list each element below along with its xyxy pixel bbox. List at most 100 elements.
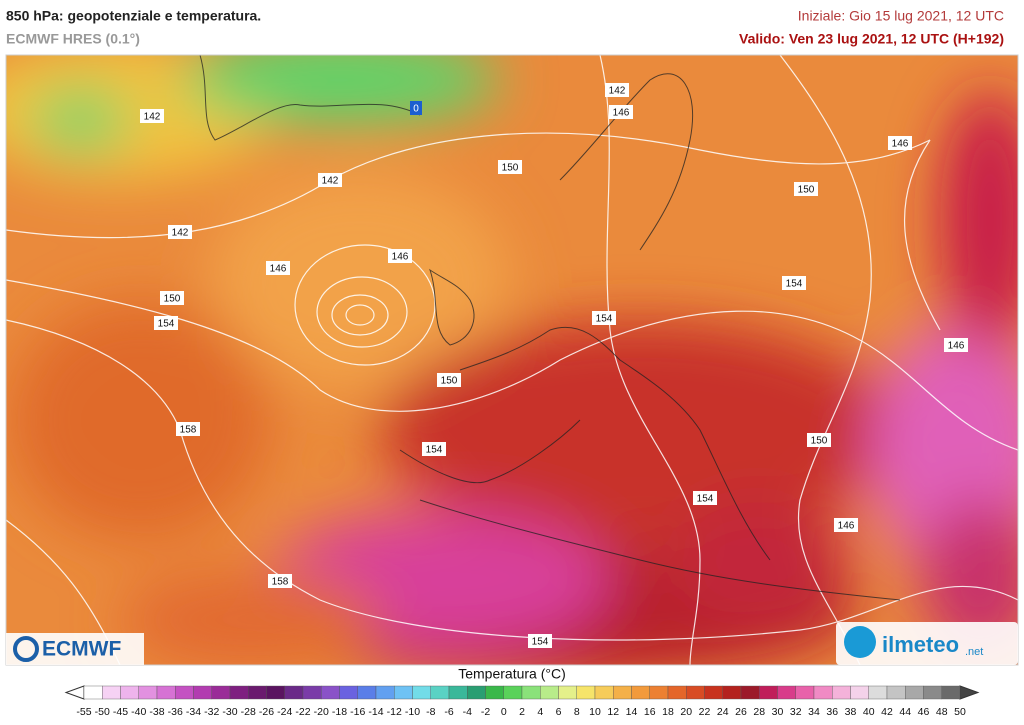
legend-arrow-right: [959, 685, 980, 700]
contour-label-box: [592, 311, 616, 325]
legend-tick-label: -24: [277, 706, 292, 718]
legend-swatch: [102, 685, 121, 700]
legend-swatch: [941, 685, 961, 700]
contour-label-box: [794, 182, 818, 196]
contour-label: 146: [892, 139, 909, 150]
contour-label: 142: [172, 228, 189, 239]
legend-swatch: [905, 685, 924, 700]
legend-swatch: [850, 685, 869, 700]
legend-tick-label: 50: [954, 706, 966, 718]
legend-tick-label: 8: [574, 706, 580, 718]
contour-label: 150: [502, 163, 519, 174]
legend-tick-label: 12: [607, 706, 619, 718]
legend-swatch: [156, 685, 176, 700]
contour-label-box: [422, 442, 446, 456]
contour-label: 146: [948, 341, 965, 352]
contour-label-box: [176, 422, 200, 436]
legend-swatch: [339, 685, 358, 700]
legend-swatch: [594, 685, 614, 700]
map: 142 142 142 146 146 150 154 158 150 154 158 154 150 1…: [6, 55, 1018, 665]
legend-tick-label: 40: [863, 706, 875, 718]
legend-tick-label: -14: [368, 706, 383, 718]
legend-swatch: [211, 685, 231, 700]
legend-swatch: [120, 685, 139, 700]
logo-text: ilmeteo: [882, 632, 959, 657]
legend-swatch: [302, 685, 322, 700]
contour-label: 142: [322, 176, 339, 187]
legend-swatch: [923, 685, 942, 700]
legend-tick-label: 46: [918, 706, 930, 718]
legend-swatch: [138, 685, 158, 700]
legend-swatch: [576, 685, 596, 700]
legend-tick-label: -40: [131, 706, 146, 718]
legend-tick-label: 28: [753, 706, 765, 718]
legend-tick-label: -20: [314, 706, 329, 718]
legend-tick-label: -28: [241, 706, 256, 718]
legend-swatch: [868, 685, 888, 700]
legend-swatch: [795, 685, 815, 700]
legend-tick-label: 24: [717, 706, 729, 718]
legend-swatch: [485, 685, 504, 700]
legend-tick-label: -36: [168, 706, 183, 718]
legend-swatch: [229, 685, 249, 700]
legend-swatch: [83, 685, 103, 700]
legend-tick-label: 6: [556, 706, 562, 718]
legend-tick-label: -22: [295, 706, 310, 718]
contour-label-box: [498, 160, 522, 174]
contour-label-box: [693, 491, 717, 505]
legend-tick-label: 32: [790, 706, 802, 718]
contour-label: 158: [272, 577, 289, 588]
legend-tick-label: 0: [501, 706, 507, 718]
map-frame: [5, 54, 1019, 666]
contour-label: 154: [786, 279, 803, 290]
contour-label: 150: [798, 185, 815, 196]
legend-swatch: [375, 685, 395, 700]
legend-swatch: [813, 685, 833, 700]
contour-label-box: [437, 373, 461, 387]
contour-label: 154: [426, 445, 443, 456]
legend-tick-label: 18: [662, 706, 674, 718]
contour-label: 154: [532, 637, 549, 648]
title: 850 hPa: geopotenziale e temperatura.: [6, 8, 261, 24]
contour-label: 150: [164, 294, 181, 305]
logo-suffix: .net: [965, 646, 983, 658]
legend-tick-label: -34: [186, 706, 201, 718]
init-time: Iniziale: Gio 15 lug 2021, 12 UTC: [798, 8, 1004, 24]
contour-label-box: [318, 173, 342, 187]
legend-tick-label: -12: [387, 706, 402, 718]
contour-label: 0: [413, 104, 419, 115]
legend-swatch: [467, 685, 486, 700]
contour-label-box: [944, 338, 968, 352]
legend-tick-label: -8: [426, 706, 435, 718]
legend-swatch: [886, 685, 906, 700]
valid-time: Valido: Ven 23 lug 2021, 12 UTC (H+192): [739, 31, 1004, 47]
legend-swatch: [540, 685, 559, 700]
contour-label: 154: [158, 319, 175, 330]
legend-tick-label: -10: [405, 706, 420, 718]
legend-swatch: [284, 685, 304, 700]
legend-swatch: [649, 685, 669, 700]
legend-tick-label: 42: [881, 706, 893, 718]
contour-label-box: [888, 136, 912, 150]
legend-tick-label: -50: [95, 706, 110, 718]
legend-title: Temperatura (°C): [458, 666, 566, 682]
legend-tick-label: 10: [589, 706, 601, 718]
legend-tick-label: -26: [259, 706, 274, 718]
contour-label: 154: [697, 494, 714, 505]
legend-swatch: [686, 685, 705, 700]
legend-tick-label: -6: [444, 706, 453, 718]
contour-label: 158: [180, 425, 197, 436]
legend-swatch: [394, 685, 413, 700]
logo-left: ECMWF: [6, 633, 144, 665]
contour-label-box: [609, 105, 633, 119]
model: ECMWF HRES (0.1°): [6, 31, 140, 47]
contour-label-box: [266, 261, 290, 275]
logo-right: ilmeteo .net: [836, 622, 1018, 665]
legend-swatch: [631, 685, 650, 700]
logo-text: ECMWF: [42, 638, 121, 661]
legend-arrow-left: [64, 685, 85, 700]
legend-swatch: [448, 685, 468, 700]
legend-swatch: [667, 685, 687, 700]
contour-label: 154: [596, 314, 613, 325]
